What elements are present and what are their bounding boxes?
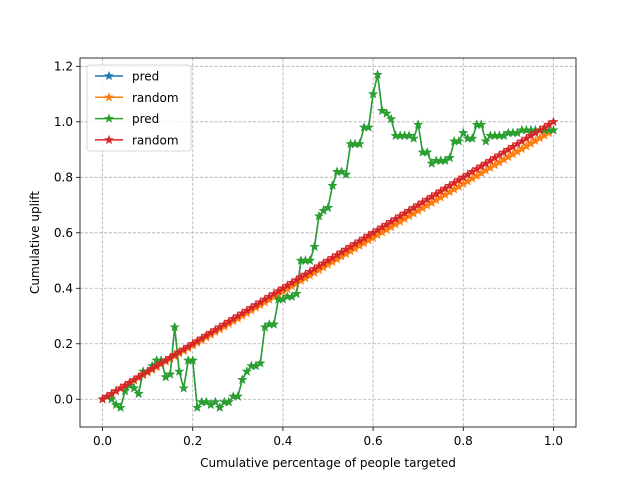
- y-tick-label: 1.0: [54, 115, 73, 129]
- data-point: [210, 396, 221, 407]
- legend-item: pred: [95, 112, 159, 126]
- grid: [80, 58, 576, 427]
- data-point: [467, 133, 478, 143]
- data-point: [341, 169, 351, 179]
- data-point: [309, 241, 320, 251]
- legend: pred random pred random: [86, 64, 192, 152]
- data-point: [268, 319, 279, 329]
- x-tick-label: 1.0: [544, 434, 563, 448]
- data-point: [169, 321, 180, 332]
- data-point: [363, 122, 374, 132]
- data-point: [165, 369, 176, 379]
- legend-label: pred: [132, 70, 159, 84]
- data-point: [444, 152, 455, 163]
- data-point: [133, 388, 144, 398]
- data-point: [548, 124, 559, 135]
- data-point: [187, 355, 198, 365]
- x-tick-label: 0.4: [273, 434, 292, 448]
- data-point: [458, 127, 469, 138]
- data-point: [386, 113, 397, 124]
- y-tick-label: 0.0: [54, 392, 73, 406]
- data-point: [372, 69, 383, 79]
- data-point: [223, 396, 234, 407]
- data-point: [111, 399, 121, 409]
- legend-item: pred: [95, 70, 159, 84]
- data-point: [404, 130, 415, 140]
- data-point: [453, 136, 464, 146]
- axis-ticks: 0.0 0.2 0.4 0.6 0.8 1.0 0.0 0.2 0.4 0.6 0.8 1.0 1.2: [54, 59, 563, 448]
- data-point: [237, 374, 248, 385]
- legend-marker: [104, 113, 114, 123]
- data-point: [305, 255, 315, 265]
- data-point: [548, 116, 559, 126]
- data-point: [255, 358, 266, 368]
- data-point: [408, 133, 419, 143]
- data-point: [336, 166, 347, 176]
- data-point: [232, 391, 243, 401]
- data-point: [291, 288, 302, 299]
- legend-label: random: [132, 91, 179, 105]
- data-point: [314, 210, 324, 221]
- legend-marker: [104, 70, 114, 81]
- x-tick-label: 0.2: [183, 434, 202, 448]
- legend-label: pred: [132, 112, 159, 126]
- y-tick-label: 0.6: [54, 226, 73, 240]
- data-point: [323, 202, 333, 212]
- data-point: [192, 402, 203, 412]
- data-point: [413, 119, 424, 129]
- data-point: [377, 105, 388, 115]
- series-4-random: [97, 116, 559, 404]
- data-point: [422, 147, 433, 157]
- data-point: [115, 402, 126, 412]
- x-tick-label: 0.0: [93, 434, 112, 448]
- y-axis-label: Cumulative uplift: [28, 191, 42, 294]
- data-point: [368, 88, 378, 99]
- x-axis-label: Cumulative percentage of people targeted: [200, 456, 456, 470]
- plot-frame: [79, 57, 577, 428]
- data-point: [201, 396, 212, 407]
- y-tick-label: 0.2: [54, 337, 73, 351]
- legend-label: random: [132, 133, 179, 147]
- legend-marker: [104, 134, 114, 145]
- data-point: [480, 136, 491, 146]
- legend-box: [86, 64, 192, 152]
- data-point: [381, 108, 392, 118]
- data-point: [174, 366, 185, 376]
- data-point: [178, 383, 189, 393]
- y-tick-label: 1.2: [54, 59, 73, 73]
- legend-marker: [104, 92, 114, 102]
- x-tick-label: 0.6: [364, 434, 383, 448]
- data-point: [214, 402, 225, 412]
- data-point: [241, 366, 252, 376]
- data-point: [354, 138, 365, 149]
- series-layer: [97, 69, 559, 412]
- data-point: [476, 119, 487, 129]
- x-tick-label: 0.8: [454, 434, 473, 448]
- legend-item: random: [95, 91, 179, 105]
- data-point: [327, 180, 338, 190]
- y-tick-label: 0.8: [54, 170, 73, 184]
- data-point: [129, 383, 140, 393]
- legend-item: random: [95, 133, 179, 147]
- y-tick-label: 0.4: [54, 281, 73, 295]
